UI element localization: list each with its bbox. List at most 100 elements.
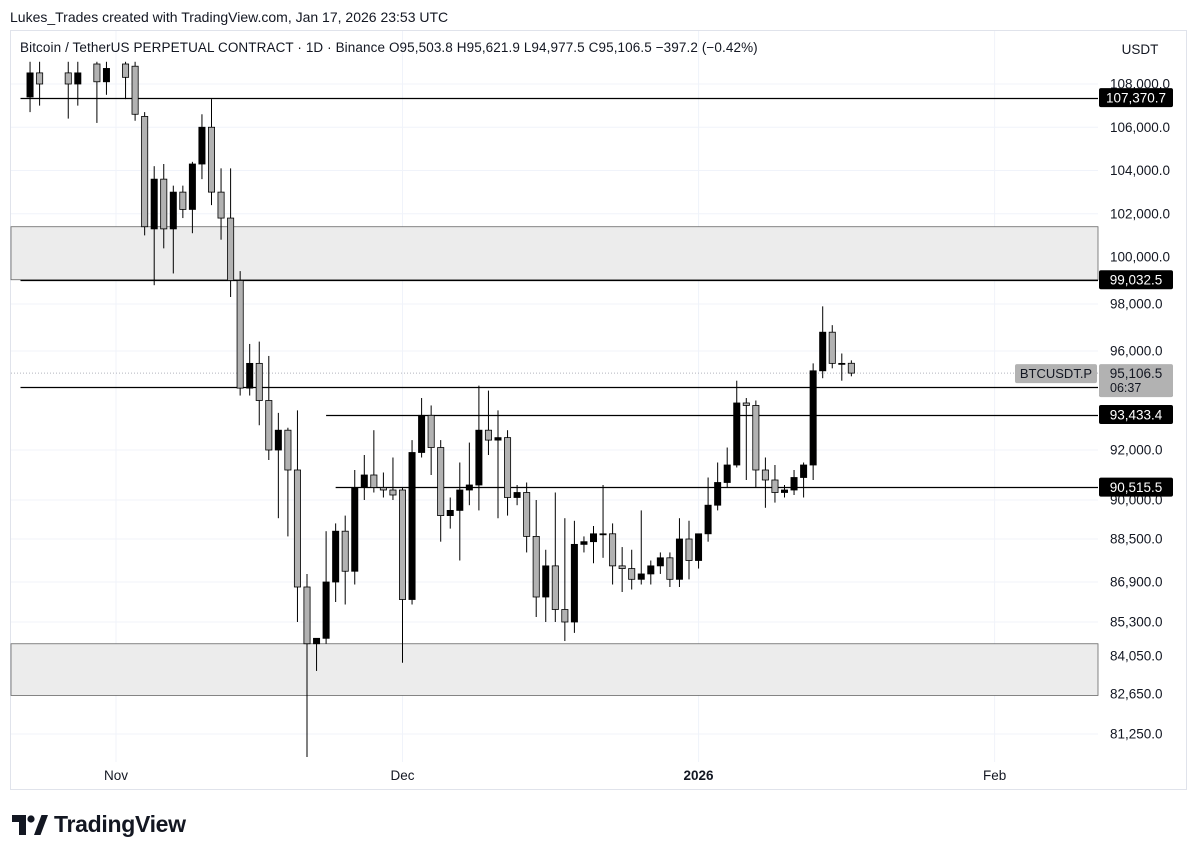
candle-body [284,429,292,471]
candle [341,515,349,605]
candle-body [274,429,282,451]
price-tick-label: 98,000.0 [1110,297,1163,312]
candle [714,462,722,511]
tradingview-logo[interactable]: TradingView [12,811,186,838]
level-tag-text: 90,515.5 [1110,480,1163,495]
price-tick-label: 108,000.0 [1110,77,1170,92]
candle [838,353,846,381]
level-tag-bg [1099,477,1173,497]
candle [504,430,512,516]
candle [313,637,321,671]
brand-name: TradingView [54,811,186,837]
candle [379,472,387,498]
candle-body [198,126,206,165]
candle [819,306,827,379]
candle-body [809,370,817,466]
price-tick-label: 104,000.0 [1110,163,1170,178]
candle [207,99,215,206]
level-tag-text: 93,433.4 [1110,408,1163,423]
candle-body [723,464,731,483]
candle [475,385,483,511]
candle-body [160,178,168,230]
candle-body [360,474,368,488]
candle-body [188,163,196,210]
zone-rect [10,226,1099,281]
candle-body [179,191,187,210]
candle-body [418,414,426,453]
candle [93,61,101,123]
candle-body [437,447,445,516]
price-tick-label: 88,500.0 [1110,532,1163,547]
candle-body [609,533,617,567]
candle-body [800,464,808,478]
price-tick-label: 100,000.0 [1110,250,1170,265]
candle [437,440,445,542]
candle-body [475,429,483,486]
price-tick-label: 82,650.0 [1110,687,1163,702]
candle [809,363,817,480]
candle-body [389,489,397,496]
candle-body [150,178,158,230]
candle-body [64,72,72,85]
candle [685,520,693,580]
candle [637,510,645,585]
candle [322,531,330,644]
candle-body [36,72,44,85]
symbol-tag-text: BTCUSDT.P [1020,366,1092,381]
candle [141,112,149,236]
candle-body [685,538,693,561]
candle [609,523,617,585]
candle [179,185,187,219]
candle [236,271,244,396]
candle [102,61,110,95]
bar-countdown: 06:37 [1110,381,1141,395]
candle-body [628,568,636,580]
candle-body [246,362,254,389]
candle-body [551,565,559,610]
candle-body [695,533,703,561]
candle-body [494,437,502,441]
candle-body [637,573,645,580]
supply-demand-zones [10,226,1099,696]
candle-body [351,487,359,572]
candle [523,482,531,553]
candle [351,470,359,585]
candle [494,410,502,519]
candle [169,185,177,274]
level-price-tag: 90,515.5 [1099,477,1173,497]
candle-body [293,469,301,588]
candle [370,430,378,493]
ohlc-high: H95,621.9 [456,40,520,55]
candle [74,61,82,106]
candle [217,168,225,240]
currency-unit-button[interactable]: USDT [1121,41,1159,57]
candle [198,114,206,180]
candle [618,547,626,592]
candle [781,485,789,498]
price-tick-label: 96,000.0 [1110,344,1163,359]
price-axis: 108,000.0 106,000.0 104,000.0 102,000.0 100,… [1110,77,1170,742]
candle-body [590,533,598,543]
candle-body [74,72,82,85]
level-tag-text: 99,032.5 [1110,273,1163,288]
zone-rect [10,643,1099,696]
price-tick-label: 106,000.0 [1110,120,1170,135]
candle-body [504,437,512,498]
candle [360,455,368,500]
last-price-value: 95,106.5 [1110,366,1163,381]
candle [542,549,550,622]
candle-body [102,68,110,83]
level-tag-bg [1099,270,1173,290]
candle [122,61,130,100]
candle [828,325,836,369]
candle [675,518,683,587]
candle-body [236,280,244,389]
level-price-tag: 99,032.5 [1099,270,1173,290]
level-price-tag: 107,370.7 [1099,88,1173,108]
candle-body [704,504,712,535]
candle-body [647,565,655,575]
chart-credit: Lukes_Trades created with TradingView.co… [10,9,449,25]
candle-body [714,482,722,506]
candle [284,427,292,537]
